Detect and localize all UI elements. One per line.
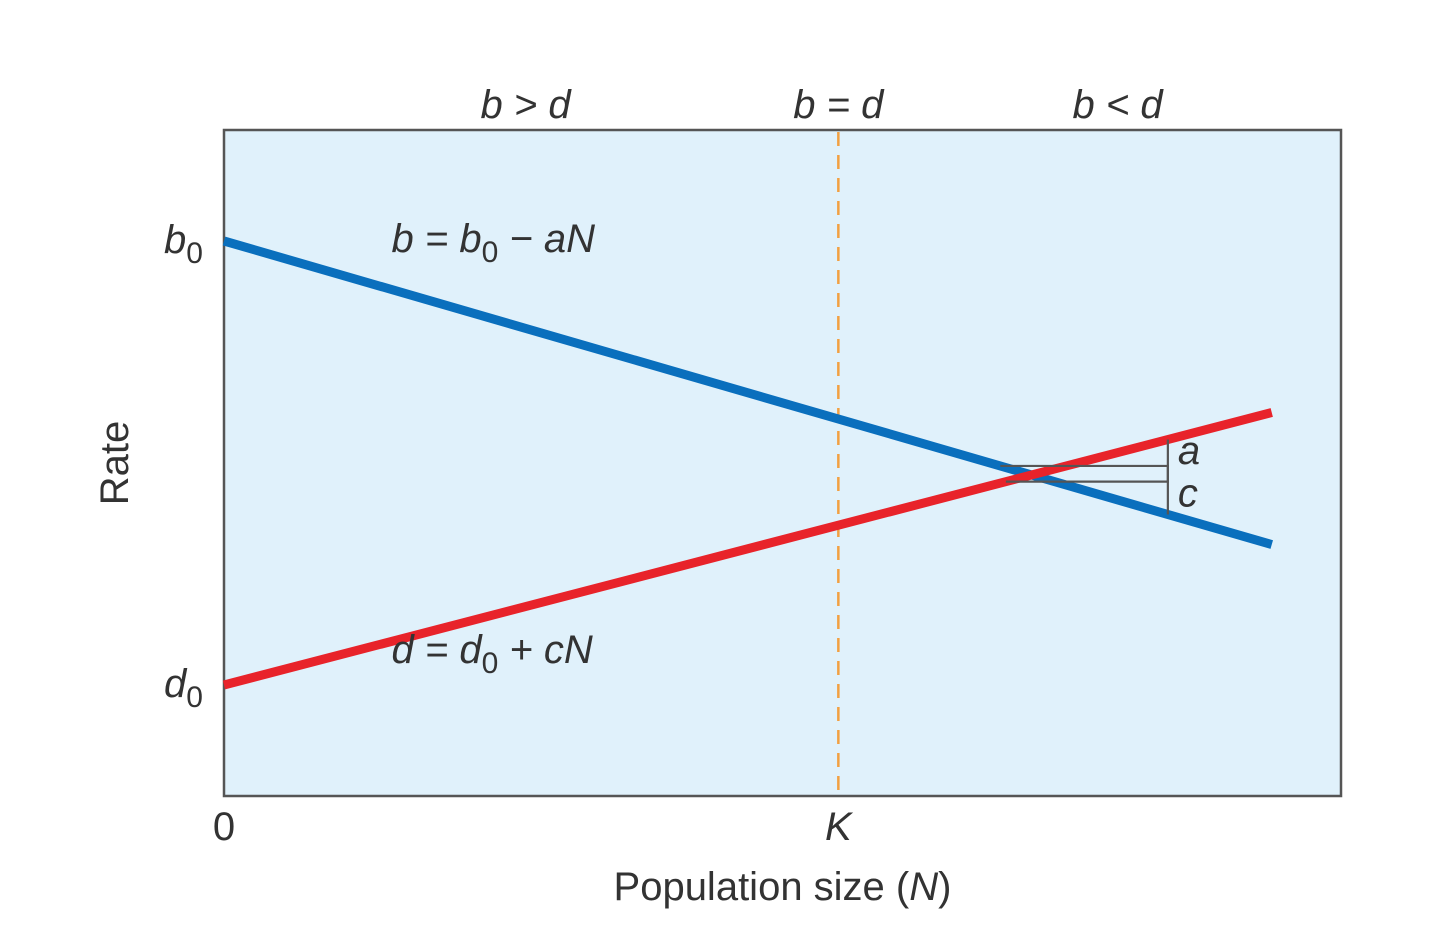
x-tick-k: K (825, 805, 854, 849)
death-rate-line (222, 408, 1273, 690)
region-label-b-eq-d: b = d (793, 83, 885, 127)
region-label-b-lt-d: b < d (1073, 83, 1165, 127)
birth-equation-label: b = b0 − aN (392, 217, 596, 269)
x-axis-label: Population size (N) (614, 865, 952, 909)
slope-label-c: c (1178, 472, 1198, 516)
birth-rate-line (222, 236, 1273, 549)
y-tick-b0: b0 (164, 218, 203, 270)
x-tick-zero: 0 (213, 805, 235, 849)
region-label-b-gt-d: b > d (481, 83, 573, 127)
y-axis-label: Rate (93, 421, 137, 506)
slope-marker-a (1000, 464, 1169, 515)
plot-area (222, 128, 1343, 798)
chart-marks (222, 132, 1273, 794)
death-equation-label: d = d0 + cN (392, 628, 593, 680)
y-tick-d0: d0 (164, 662, 203, 714)
chart-labels: ca b > d b = d b < d b = b0 − aN d = d0 + cN b… (93, 83, 1200, 909)
slope-label-a: a (1178, 429, 1200, 473)
